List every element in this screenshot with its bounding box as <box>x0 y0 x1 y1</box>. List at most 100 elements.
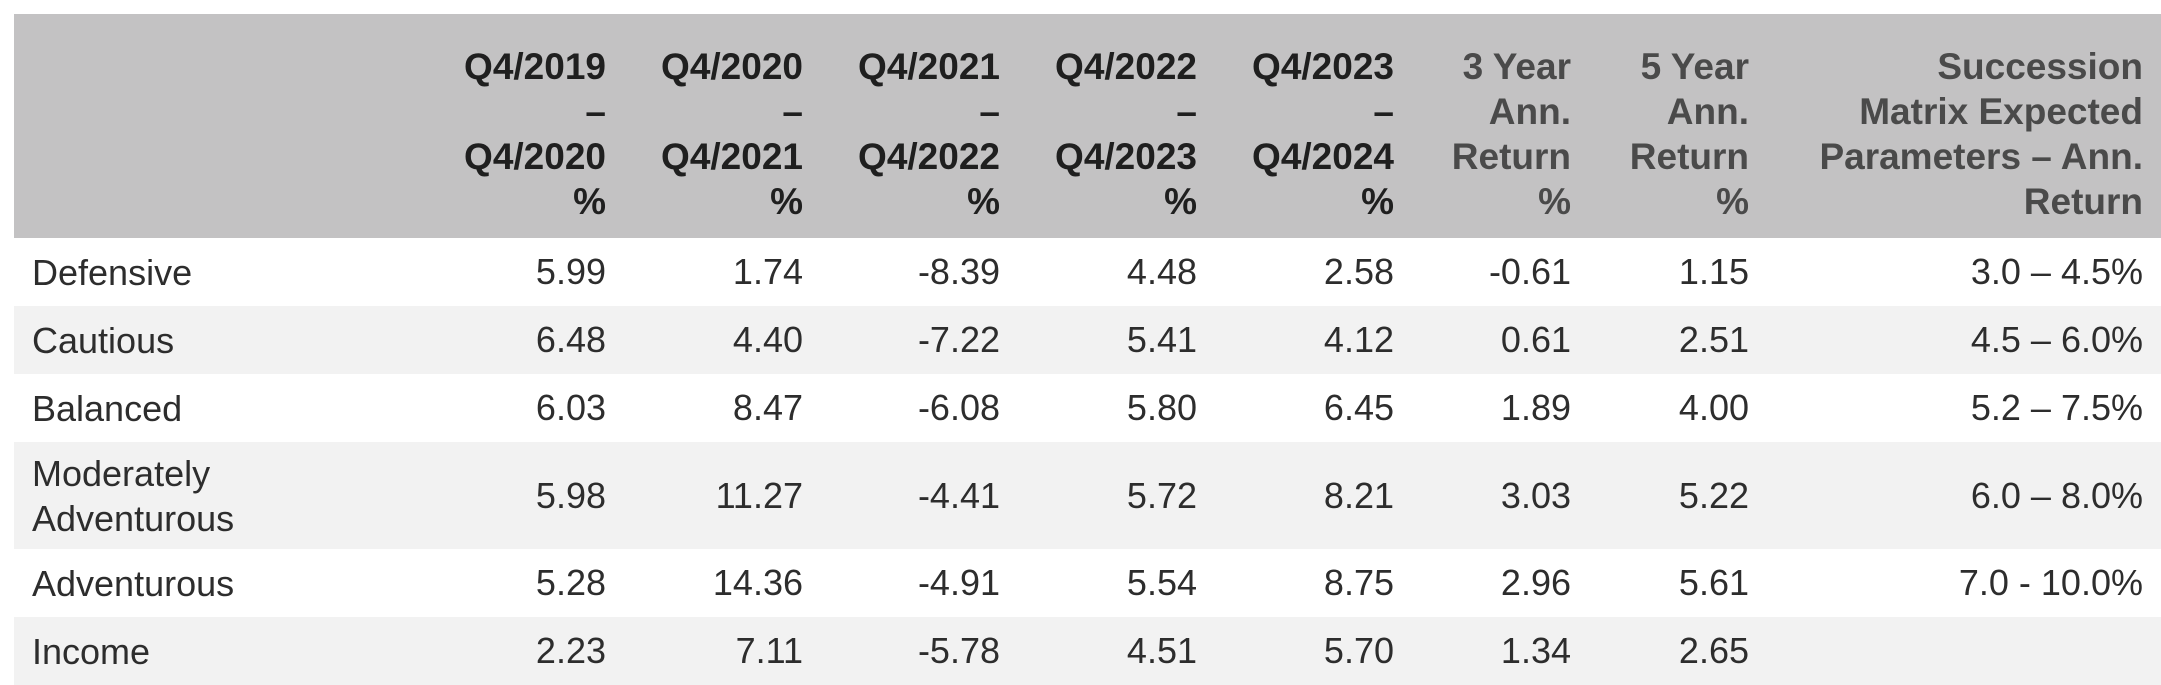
table-cell: 8.21 <box>1323 474 1394 516</box>
table-cell: 8.75 <box>1323 562 1394 603</box>
table-cell: 5.28 <box>535 562 606 603</box>
table-cell: 8.47 <box>732 387 803 428</box>
table-cell: 5.61 <box>1678 562 1749 603</box>
header-text: % <box>1716 181 1749 222</box>
header-period-2019-2020: Q4/2019 – Q4/2020 % <box>414 14 624 238</box>
header-text: Q4/2024 <box>1252 136 1394 177</box>
table-body: Defensive 5.99 1.74 -8.39 4.48 2.58 -0.6… <box>14 238 2161 685</box>
table-cell: -4.41 <box>917 474 1000 516</box>
header-text: Q4/2023 <box>1252 46 1394 87</box>
table-cell: -8.39 <box>917 251 1000 292</box>
row-label: Defensive <box>32 251 193 293</box>
header-corner <box>14 14 414 238</box>
table-cell <box>1767 617 2161 685</box>
header-period-2020-2021: Q4/2020 – Q4/2021 % <box>624 14 821 238</box>
header-text: Succession <box>1937 46 2143 87</box>
table-cell: 5.22 <box>1678 474 1749 516</box>
table-header: Q4/2019 – Q4/2020 % Q4/2020 – Q4/2021 % … <box>14 14 2161 238</box>
table-cell: 1.34 <box>1500 630 1571 671</box>
returns-table-container: Q4/2019 – Q4/2020 % Q4/2020 – Q4/2021 % … <box>14 14 2161 685</box>
table-cell: 5.41 <box>1126 319 1197 360</box>
header-text: % <box>1361 181 1394 222</box>
header-text: Q4/2021 <box>858 46 1000 87</box>
header-period-2023-2024: Q4/2023 – Q4/2024 % <box>1215 14 1412 238</box>
header-5-year-return: 5 Year Ann. Return % <box>1589 14 1767 238</box>
returns-table: Q4/2019 – Q4/2020 % Q4/2020 – Q4/2021 % … <box>14 14 2161 685</box>
header-text: % <box>1538 181 1571 222</box>
table-cell: 4.51 <box>1126 630 1197 671</box>
table-cell: 4.00 <box>1678 387 1749 428</box>
table-cell: 6.48 <box>535 319 606 360</box>
table-cell: 3.0 – 4.5% <box>1970 251 2143 292</box>
table-cell: 6.03 <box>535 387 606 428</box>
table-cell: 2.65 <box>1678 630 1749 671</box>
table-cell: 14.36 <box>712 562 803 603</box>
table-row: Adventurous 5.28 14.36 -4.91 5.54 8.75 2… <box>14 549 2161 617</box>
header-text: Parameters – Ann. <box>1819 136 2143 177</box>
table-cell: 7.0 - 10.0% <box>1958 562 2143 603</box>
header-text: – <box>979 91 1000 132</box>
header-text: Q4/2020 <box>464 136 606 177</box>
table-cell: 5.54 <box>1126 562 1197 603</box>
header-text: Q4/2021 <box>661 136 803 177</box>
table-cell: 2.51 <box>1678 319 1749 360</box>
table-row: Defensive 5.99 1.74 -8.39 4.48 2.58 -0.6… <box>14 238 2161 306</box>
table-cell: 5.98 <box>535 474 606 516</box>
header-text: Return <box>1629 136 1749 177</box>
header-text: % <box>967 181 1000 222</box>
table-cell: 5.99 <box>535 251 606 292</box>
header-text: – <box>585 91 606 132</box>
header-text: Q4/2022 <box>1055 46 1197 87</box>
header-period-2021-2022: Q4/2021 – Q4/2022 % <box>821 14 1018 238</box>
header-expected-parameters: Succession Matrix Expected Parameters – … <box>1767 14 2161 238</box>
header-text: Matrix Expected <box>1859 91 2143 132</box>
table-cell: 4.12 <box>1323 319 1394 360</box>
table-cell: 0.61 <box>1500 319 1571 360</box>
header-text: 5 Year <box>1640 46 1749 87</box>
header-text: Ann. <box>1666 91 1749 132</box>
row-label: Moderately Adventurous <box>32 452 235 539</box>
table-cell: 6.0 – 8.0% <box>1970 474 2143 516</box>
table-cell: 4.48 <box>1126 251 1197 292</box>
table-cell: 4.5 – 6.0% <box>1970 319 2143 360</box>
table-cell: 1.89 <box>1500 387 1571 428</box>
table-cell: -4.91 <box>917 562 1000 603</box>
header-text: 3 Year <box>1462 46 1571 87</box>
table-cell: 5.72 <box>1126 474 1197 516</box>
table-cell: 6.45 <box>1323 387 1394 428</box>
header-text: Q4/2023 <box>1055 136 1197 177</box>
header-text: Return <box>1451 136 1571 177</box>
table-row: Income 2.23 7.11 -5.78 4.51 5.70 1.34 2.… <box>14 617 2161 685</box>
header-text: – <box>1176 91 1197 132</box>
table-row: Cautious 6.48 4.40 -7.22 5.41 4.12 0.61 … <box>14 306 2161 374</box>
table-cell: 5.2 – 7.5% <box>1970 387 2143 428</box>
table-cell: 2.96 <box>1500 562 1571 603</box>
row-label: Balanced <box>32 387 183 429</box>
row-label: Income <box>32 630 151 672</box>
table-cell: 5.80 <box>1126 387 1197 428</box>
table-cell: 7.11 <box>735 630 803 671</box>
header-text: – <box>1373 91 1394 132</box>
table-cell: 1.74 <box>732 251 803 292</box>
table-cell: 3.03 <box>1500 474 1571 516</box>
table-cell: 4.40 <box>732 319 803 360</box>
table-cell: 5.70 <box>1323 630 1394 671</box>
row-label: Adventurous <box>32 562 235 604</box>
header-text: Q4/2020 <box>661 46 803 87</box>
table-row: Moderately Adventurous 5.98 11.27 -4.41 … <box>14 442 2161 549</box>
header-row: Q4/2019 – Q4/2020 % Q4/2020 – Q4/2021 % … <box>14 14 2161 238</box>
table-row: Balanced 6.03 8.47 -6.08 5.80 6.45 1.89 … <box>14 374 2161 442</box>
table-cell: 1.15 <box>1678 251 1749 292</box>
header-3-year-return: 3 Year Ann. Return % <box>1412 14 1589 238</box>
header-text: % <box>1164 181 1197 222</box>
header-text: Q4/2022 <box>858 136 1000 177</box>
table-cell: 2.23 <box>535 630 606 671</box>
table-cell: 2.58 <box>1323 251 1394 292</box>
header-text: Ann. <box>1488 91 1571 132</box>
header-text: Q4/2019 <box>464 46 606 87</box>
table-cell: -6.08 <box>917 387 1000 428</box>
header-period-2022-2023: Q4/2022 – Q4/2023 % <box>1018 14 1215 238</box>
table-cell: -0.61 <box>1488 251 1571 292</box>
table-cell: -5.78 <box>917 630 1000 671</box>
header-text: – <box>782 91 803 132</box>
